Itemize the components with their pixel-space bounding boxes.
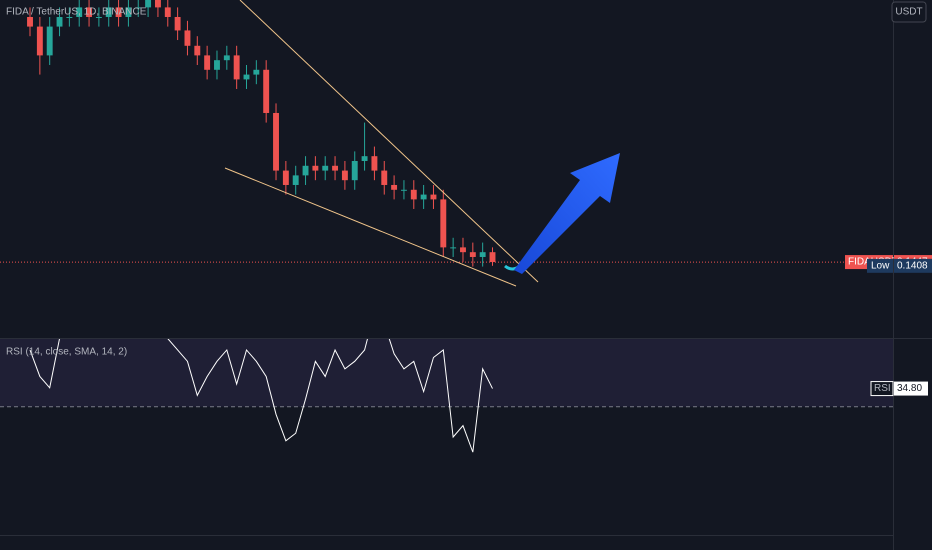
low-price-tag — [894, 258, 932, 273]
candle-body — [469, 252, 476, 257]
candle-body — [479, 252, 486, 257]
trendline-lower — [224, 167, 517, 287]
rsi-value-label: 34.80 — [897, 383, 922, 394]
candle-body — [174, 16, 181, 31]
candle-body — [381, 170, 388, 185]
chart-title: FIDA / TetherUS, 1D, BINANCE — [6, 7, 147, 18]
low-price-label: 0.1408 — [897, 260, 928, 271]
candle-body — [450, 247, 457, 249]
candle-body — [204, 55, 211, 70]
candle-body — [46, 26, 53, 56]
candle-body — [36, 26, 43, 56]
candle-body — [489, 252, 496, 263]
candle-body — [332, 165, 339, 171]
rsi-value-tag — [894, 381, 928, 396]
candle-body — [253, 69, 260, 75]
candle-body — [66, 16, 73, 18]
candle-body — [361, 156, 368, 161]
candle-body — [214, 60, 220, 70]
candle-body — [76, 7, 83, 17]
candle-body — [391, 184, 398, 190]
currency[interactable]: USDT — [895, 7, 922, 18]
low-tag — [867, 258, 893, 273]
candle-body — [154, 0, 161, 8]
candle-body — [460, 247, 466, 253]
candle-body — [194, 45, 201, 56]
candle-body — [263, 69, 270, 113]
rsi-name-tag — [870, 381, 894, 397]
candle-body — [400, 189, 407, 191]
candle-body — [371, 156, 378, 171]
candle-body — [233, 55, 240, 80]
candle-body — [312, 165, 319, 171]
candle-body — [440, 199, 447, 248]
candle-body — [184, 30, 191, 46]
rsi-name: RSI — [874, 383, 891, 394]
rsi-title: RSI (14, close, SMA, 14, 2) — [6, 347, 127, 358]
rsi-line — [29, 339, 493, 453]
candle-body — [341, 170, 348, 181]
candle-body — [115, 7, 122, 17]
candle-body — [95, 16, 102, 18]
candle-body — [302, 165, 309, 176]
candle-body — [322, 165, 329, 171]
arrow — [514, 153, 620, 274]
candle-body — [86, 7, 93, 17]
candle-body — [223, 55, 230, 61]
drawings — [224, 0, 620, 287]
candle-body — [135, 7, 142, 9]
candle-body — [430, 194, 437, 200]
candle-body — [351, 160, 358, 181]
candle-body — [420, 194, 427, 200]
candle-body — [273, 112, 279, 171]
currency-button[interactable] — [891, 1, 927, 23]
candle-body — [410, 189, 417, 200]
candle-body — [27, 16, 33, 27]
low-name: Low — [871, 260, 890, 271]
candle-body — [164, 7, 171, 17]
candle-body — [243, 74, 250, 80]
candle-body — [125, 7, 132, 17]
trendline-upper — [239, 0, 539, 283]
candle-body — [292, 175, 299, 185]
rsi-band — [0, 339, 893, 407]
candle-body — [145, 0, 152, 8]
candle-body — [56, 16, 63, 27]
candle-body — [105, 7, 112, 17]
candle-body — [282, 170, 289, 185]
